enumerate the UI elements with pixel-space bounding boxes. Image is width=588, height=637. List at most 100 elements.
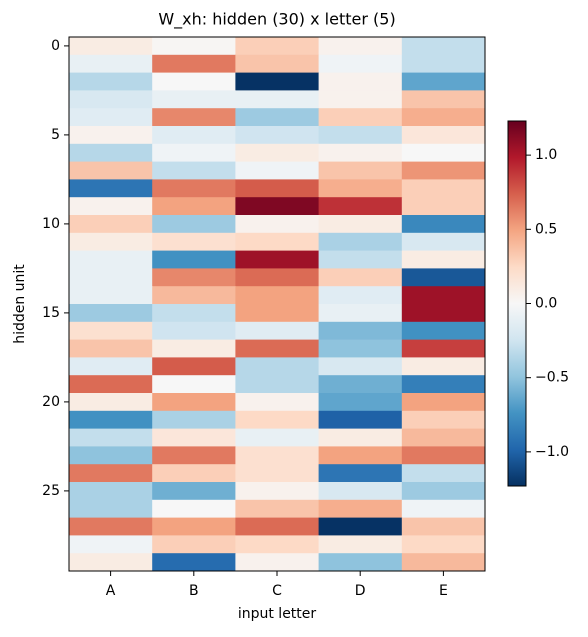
- heatmap-cell: [401, 72, 486, 91]
- heatmap-cell: [152, 482, 236, 501]
- chart-title: W_xh: hidden (30) x letter (5): [158, 10, 395, 30]
- heatmap-cell: [401, 126, 486, 145]
- x-tick-label: A: [106, 583, 116, 599]
- heatmap-cell: [69, 197, 153, 216]
- heatmap-cell: [152, 321, 236, 341]
- y-tick-label: 15: [42, 305, 60, 321]
- heatmap-cell: [152, 143, 236, 163]
- heatmap-cell: [401, 339, 486, 358]
- heatmap-cell: [69, 90, 153, 109]
- heatmap-cell: [318, 161, 403, 180]
- heatmap-cell: [318, 517, 403, 536]
- heatmap-cell: [152, 339, 236, 358]
- heatmap-cell: [235, 482, 320, 501]
- heatmap-cell: [152, 250, 236, 269]
- heatmap-cell: [401, 161, 486, 180]
- heatmap-cell: [235, 517, 320, 536]
- heatmap-cell: [401, 357, 486, 376]
- heatmap-cell: [152, 72, 236, 91]
- heatmap-cell: [69, 215, 153, 234]
- heatmap-cell: [401, 499, 486, 519]
- heatmap-cell: [401, 375, 486, 394]
- colorbar-tick-label: 0.0: [535, 296, 557, 312]
- x-axis-label: input letter: [238, 606, 317, 622]
- heatmap-cell: [235, 268, 320, 287]
- heatmap-cell: [152, 499, 236, 519]
- heatmap-cell: [401, 37, 486, 56]
- heatmap-cell: [318, 215, 403, 234]
- heatmap-cell: [152, 197, 236, 216]
- heatmap-cell: [69, 268, 153, 287]
- heatmap-cell: [69, 428, 153, 447]
- heatmap-cell: [318, 375, 403, 394]
- heatmap-cell: [235, 304, 320, 323]
- heatmap-cell: [152, 393, 236, 412]
- colorbar-tick-label: 1.0: [535, 147, 557, 163]
- heatmap-cell: [401, 321, 486, 341]
- heatmap-cell: [69, 232, 153, 252]
- heatmap-cell: [235, 393, 320, 412]
- y-tick-label: 0: [51, 38, 60, 54]
- x-tick-label: B: [189, 583, 199, 599]
- heatmap-cell: [69, 54, 153, 74]
- heatmap-cell: [152, 428, 236, 447]
- heatmap-cell: [152, 126, 236, 145]
- heatmap-cell: [152, 268, 236, 287]
- colorbar-tick-label: −1.0: [535, 444, 569, 460]
- heatmap-cell: [318, 197, 403, 216]
- heatmap-cell: [401, 90, 486, 109]
- y-tick-label: 5: [51, 127, 60, 143]
- heatmap-cell: [235, 54, 320, 74]
- heatmap-cell: [401, 482, 486, 501]
- heatmap-cell: [235, 321, 320, 341]
- y-tick-label: 10: [42, 216, 60, 232]
- heatmap-cell: [401, 304, 486, 323]
- heatmap-cell: [318, 535, 403, 554]
- heatmap-cell: [401, 410, 486, 430]
- heatmap-cell: [235, 179, 320, 198]
- heatmap-cell: [318, 499, 403, 519]
- heatmap-cell: [152, 410, 236, 430]
- heatmap-cell: [401, 553, 486, 572]
- heatmap-cell: [69, 464, 153, 483]
- heatmap-cell: [235, 250, 320, 269]
- y-tick-label: 25: [42, 483, 60, 499]
- heatmap-cell: [235, 286, 320, 305]
- heatmap-cell: [152, 108, 236, 127]
- heatmap-cell: [318, 321, 403, 341]
- heatmap-cell: [69, 446, 153, 465]
- heatmap-cell: [401, 143, 486, 163]
- heatmap-cell: [318, 179, 403, 198]
- heatmap-cell: [69, 357, 153, 376]
- heatmap-cell: [235, 197, 320, 216]
- heatmap-cell: [318, 286, 403, 305]
- heatmap-cell: [401, 393, 486, 412]
- x-tick-label: E: [439, 583, 448, 599]
- heatmap-cell: [235, 339, 320, 358]
- heatmap-cell: [235, 72, 320, 91]
- heatmap-cell: [318, 37, 403, 56]
- heatmap-cell: [318, 553, 403, 572]
- heatmap-cell: [69, 250, 153, 269]
- heatmap-cell: [69, 143, 153, 163]
- heatmap-cell: [318, 339, 403, 358]
- heatmap-cell: [235, 499, 320, 519]
- heatmap-cell: [152, 464, 236, 483]
- heatmap-cell: [401, 286, 486, 305]
- y-axis-label: hidden unit: [12, 264, 28, 344]
- heatmap-cell: [69, 37, 153, 56]
- heatmap-cell: [152, 357, 236, 376]
- heatmap-cell: [401, 464, 486, 483]
- heatmap-cell: [318, 410, 403, 430]
- heatmap-cell: [69, 553, 153, 572]
- heatmap-cell: [318, 126, 403, 145]
- heatmap-cell: [152, 215, 236, 234]
- heatmap-cell: [401, 250, 486, 269]
- colorbar: [507, 120, 527, 487]
- heatmap-cell: [318, 90, 403, 109]
- heatmap-cell: [235, 161, 320, 180]
- heatmap-cell: [152, 179, 236, 198]
- heatmap-cell: [401, 179, 486, 198]
- heatmap-cell: [69, 410, 153, 430]
- heatmap-cell: [152, 517, 236, 536]
